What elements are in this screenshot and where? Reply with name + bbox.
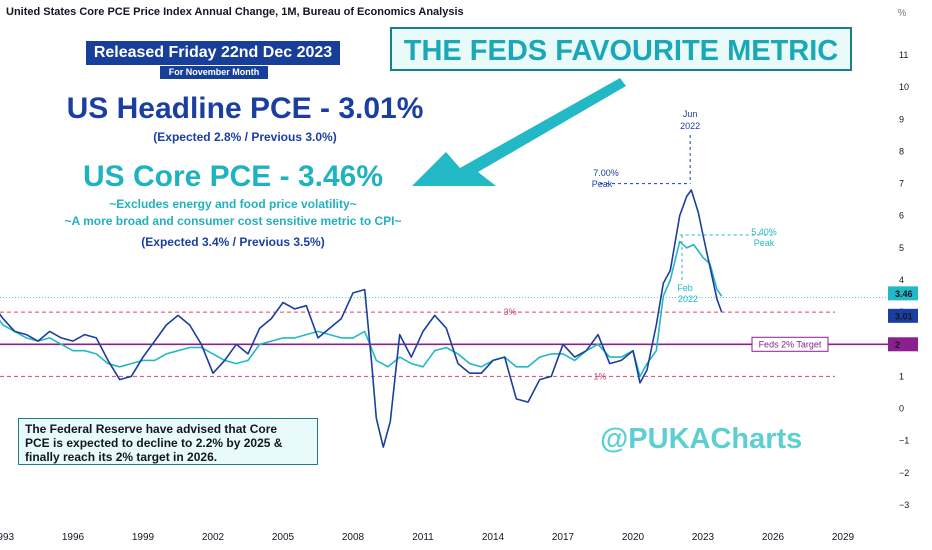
last-value-tag bbox=[888, 308, 918, 323]
core-pce-title: US Core PCE - 3.46% bbox=[82, 160, 384, 193]
y-tick-label: 4 bbox=[899, 275, 904, 285]
x-tick-label: 2023 bbox=[692, 532, 715, 543]
x-tick-label: 2002 bbox=[202, 532, 225, 543]
y-tick-label: 8 bbox=[899, 146, 904, 156]
fed-note-line: PCE is expected to decline to 2.2% by 20… bbox=[25, 436, 283, 450]
x-tick-label: 1996 bbox=[62, 532, 85, 543]
chart-header-title: United States Core PCE Price Index Annua… bbox=[6, 6, 464, 18]
x-tick-label: 1993 bbox=[0, 532, 15, 543]
core-pce-note-2: ~A more broad and consumer cost sensitiv… bbox=[64, 214, 402, 228]
author-handle: @PUKACharts bbox=[600, 423, 803, 455]
headline-pce-line bbox=[0, 189, 723, 448]
x-tick-label: 2005 bbox=[272, 532, 295, 543]
y-tick-label: 1 bbox=[899, 371, 904, 381]
headline-pce-expectation: (Expected 2.8% / Previous 3.0%) bbox=[153, 130, 337, 144]
reference-label: 1% bbox=[593, 371, 606, 381]
core-pce-line bbox=[0, 240, 723, 378]
y-tick-label: 9 bbox=[899, 114, 904, 124]
reference-label: 3% bbox=[503, 307, 516, 317]
x-tick-label: 2029 bbox=[832, 532, 855, 543]
fed-guidance-note: The Federal Reserve have advised that Co… bbox=[18, 418, 318, 465]
feb-annotation: Feb bbox=[677, 283, 693, 293]
y-tick-label: −2 bbox=[899, 468, 909, 478]
release-month-badge: For November Month bbox=[160, 66, 268, 79]
fed-target-label: Feds 2% Target bbox=[759, 339, 822, 349]
headline-peak-label: 7.00% bbox=[593, 168, 619, 178]
x-tick-label: 2017 bbox=[552, 532, 575, 543]
core-peak-label: Peak bbox=[754, 238, 775, 248]
x-tick-label: 1999 bbox=[132, 532, 155, 543]
last-value-label: 2 bbox=[895, 340, 900, 350]
last-value-tag bbox=[888, 286, 918, 301]
core-pce-note-1: ~Excludes energy and food price volatili… bbox=[109, 197, 357, 211]
x-tick-label: 2011 bbox=[412, 532, 434, 543]
last-value-label: 3.01 bbox=[895, 311, 913, 321]
core-pce-expectation: (Expected 3.4% / Previous 3.5%) bbox=[141, 235, 325, 249]
unit-toggle-button[interactable]: % bbox=[897, 8, 907, 19]
headline-pce-title: US Headline PCE - 3.01% bbox=[66, 92, 424, 125]
headline-peak-label: Peak bbox=[592, 179, 613, 189]
y-tick-label: −3 bbox=[899, 500, 909, 510]
last-value-label: 3.46 bbox=[895, 289, 913, 299]
x-tick-label: 2014 bbox=[482, 532, 505, 543]
callout-arrow bbox=[412, 78, 626, 186]
jun-annotation: Jun bbox=[683, 109, 698, 119]
jun-annotation: 2022 bbox=[680, 121, 700, 131]
y-tick-label: −1 bbox=[899, 436, 909, 446]
y-tick-label: 11 bbox=[899, 50, 908, 60]
x-tick-label: 2026 bbox=[762, 532, 785, 543]
release-date-badge: Released Friday 22nd Dec 2023 bbox=[86, 41, 340, 65]
last-value-tag bbox=[888, 337, 918, 352]
y-tick-label: 10 bbox=[899, 82, 909, 92]
x-tick-label: 2008 bbox=[342, 532, 365, 543]
fed-note-line: The Federal Reserve have advised that Co… bbox=[25, 422, 278, 436]
fed-target-label-box bbox=[751, 336, 829, 352]
core-peak-label: 5.40% bbox=[751, 227, 777, 237]
fed-note-line: finally reach its 2% target in 2026. bbox=[25, 450, 218, 464]
feb-annotation: 2022 bbox=[678, 294, 698, 304]
y-tick-label: 7 bbox=[899, 179, 904, 189]
y-tick-label: 0 bbox=[899, 404, 904, 414]
x-tick-label: 2020 bbox=[622, 532, 645, 543]
feds-favourite-callout: THE FEDS FAVOURITE METRIC bbox=[390, 27, 852, 71]
y-tick-label: 6 bbox=[899, 211, 904, 221]
y-tick-label: 5 bbox=[899, 243, 904, 253]
